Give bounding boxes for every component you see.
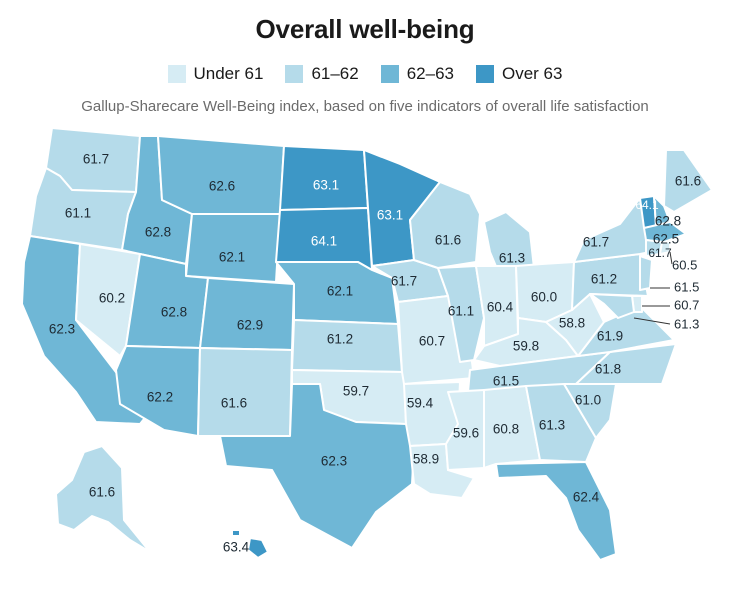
label-TX: 62.3	[321, 454, 347, 469]
leader-MD	[633, 317, 671, 325]
state-NC	[575, 343, 677, 385]
label-CO: 62.9	[237, 318, 263, 333]
map-subtitle: Gallup-Sharecare Well-Being index, based…	[81, 98, 649, 115]
label-AZ: 62.2	[147, 390, 173, 405]
label-VA: 61.9	[597, 329, 623, 344]
label-TN: 61.5	[493, 374, 519, 389]
label-AL: 60.8	[493, 422, 519, 437]
legend-label: 62–63	[406, 64, 454, 83]
legend-label: Over 63	[502, 64, 563, 83]
legend-item-under-61: Under 61	[167, 64, 264, 84]
label-IA: 61.7	[391, 274, 417, 289]
state-AK	[55, 445, 151, 553]
label-ME: 61.6	[675, 174, 701, 189]
legend: Under 61 61–62 62–63 Over 63	[0, 64, 730, 84]
label-NJ: 61.5	[674, 279, 699, 294]
state-HI-small	[231, 529, 241, 537]
legend-label: 61–62	[311, 64, 359, 83]
label-IL: 61.1	[448, 304, 474, 319]
label-HI: 63.4	[223, 540, 250, 555]
label-ID: 62.8	[145, 225, 171, 240]
label-MA: 62.5	[653, 232, 679, 247]
legend-label: Under 61	[193, 64, 264, 83]
label-RI: 60.5	[672, 257, 697, 272]
label-ND: 63.1	[313, 178, 339, 193]
label-MS: 59.6	[453, 426, 479, 441]
state-ME	[663, 149, 713, 213]
label-IN: 60.4	[487, 300, 514, 315]
label-MT: 62.6	[209, 179, 235, 194]
label-WA: 61.7	[83, 152, 109, 167]
label-KS: 61.2	[327, 332, 353, 347]
label-SC: 61.0	[575, 393, 601, 408]
label-NC: 61.8	[595, 362, 621, 377]
label-NM: 61.6	[221, 396, 247, 411]
state-CO	[199, 277, 295, 351]
label-MN: 63.1	[377, 208, 403, 223]
state-WY	[185, 213, 281, 283]
label-OR: 61.1	[65, 206, 91, 221]
label-KY: 59.8	[513, 339, 539, 354]
label-MI: 61.3	[499, 251, 525, 266]
legend-swatch	[476, 65, 494, 83]
state-HI	[247, 537, 269, 559]
state-MA	[643, 221, 687, 243]
label-NH: 62.8	[655, 214, 681, 229]
state-MD	[589, 293, 635, 319]
label-NY: 61.7	[583, 235, 609, 250]
legend-swatch	[167, 65, 186, 83]
leader-RI	[669, 251, 673, 265]
label-DE: 60.7	[674, 297, 699, 312]
label-OK: 59.7	[343, 384, 369, 399]
label-NV: 60.2	[99, 291, 125, 306]
legend-item-over-63: Over 63	[476, 64, 562, 84]
state-WI	[409, 181, 481, 269]
state-NE	[275, 261, 399, 325]
state-GA	[525, 383, 597, 463]
label-AR: 59.4	[407, 396, 434, 411]
state-NJ	[639, 255, 653, 291]
legend-swatch	[380, 65, 399, 83]
label-GA: 61.3	[539, 418, 565, 433]
label-PA: 61.2	[591, 272, 617, 287]
label-SD: 64.1	[311, 234, 337, 249]
label-AK: 61.6	[89, 485, 115, 500]
label-WY: 62.1	[219, 250, 245, 265]
state-MT	[157, 135, 285, 215]
legend-item-61-62: 61–62	[285, 64, 359, 84]
label-UT: 62.8	[161, 305, 187, 320]
label-MD: 61.3	[674, 316, 699, 331]
label-CA: 62.3	[49, 322, 75, 337]
label-VT: 64.1	[635, 198, 659, 212]
state-FL	[495, 461, 617, 561]
label-WI: 61.6	[435, 233, 461, 248]
label-LA: 58.9	[413, 452, 439, 467]
legend-swatch	[285, 65, 304, 83]
label-CT: 61.7	[648, 246, 672, 260]
map-title: Overall well-being	[255, 14, 475, 44]
state-AL	[483, 385, 541, 469]
legend-item-62-63: 62–63	[380, 64, 454, 84]
label-OH: 60.0	[531, 290, 557, 305]
state-NM	[197, 347, 293, 437]
state-TX	[219, 383, 415, 549]
label-FL: 62.4	[573, 490, 600, 505]
label-NE: 62.1	[327, 284, 353, 299]
label-WV: 58.8	[559, 316, 585, 331]
label-MO: 60.7	[419, 334, 445, 349]
